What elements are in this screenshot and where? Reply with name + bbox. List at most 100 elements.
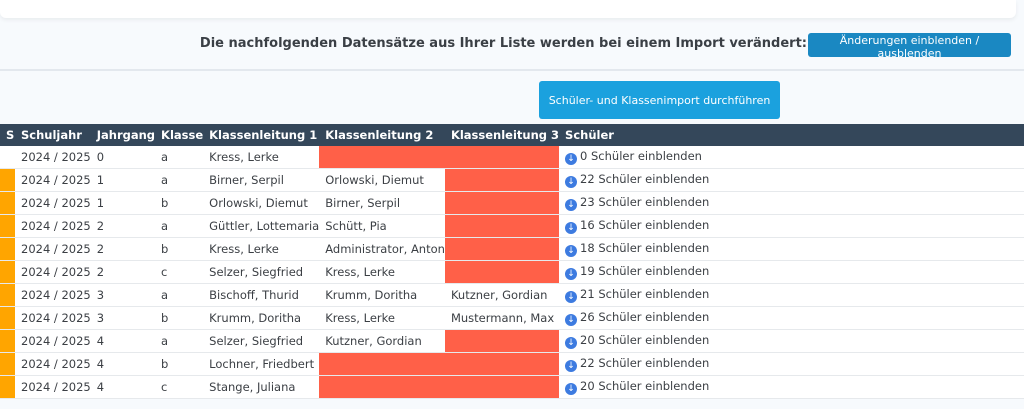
info-bar: [0, 24, 1024, 71]
cell-klasse: b: [155, 237, 204, 261]
cell-kl3: Mustermann, Max: [444, 306, 560, 330]
cell-klasse: c: [155, 375, 204, 399]
cell-kl3: [444, 237, 560, 261]
cell-jahrgang: 3: [90, 283, 156, 307]
cell-kl2: Kutzner, Gordian: [319, 329, 445, 353]
cell-schuljahr: 2024 / 2025: [15, 352, 91, 376]
run-import-button[interactable]: Schüler- und Klassenimport durchführen: [539, 81, 780, 119]
cell-jahrgang: 0: [90, 146, 156, 169]
cell-kl2: Kress, Lerke: [319, 260, 445, 284]
top-card: [0, 0, 1016, 18]
cell-schuljahr: 2024 / 2025: [15, 260, 91, 284]
status-marker: [0, 260, 15, 284]
show-students-link[interactable]: ↓ 18 Schüler einblenden: [559, 237, 1024, 261]
show-students-link[interactable]: ↓ 20 Schüler einblenden: [559, 375, 1024, 399]
arrow-down-circle-icon: ↓: [565, 383, 578, 395]
cell-schuljahr: 2024 / 2025: [15, 214, 91, 238]
cell-kl3: [444, 191, 560, 215]
cell-jahrgang: 4: [90, 329, 156, 353]
table-header: S Schuljahr Jahrgang Klasse Klassenleitu…: [0, 124, 1024, 146]
cell-kl3: [444, 260, 560, 284]
show-students-label: 26 Schüler einblenden: [580, 310, 710, 324]
cell-kl1: Lochner, Friedbert: [203, 352, 320, 376]
cell-klasse: b: [155, 352, 204, 376]
cell-kl1: Orlowski, Diemut: [203, 191, 320, 215]
arrow-down-circle-icon: ↓: [565, 245, 578, 257]
table-row: 2024 / 2025 2 b Kress, Lerke Administrato…: [0, 237, 1024, 261]
cell-klasse: a: [155, 214, 204, 238]
show-students-label: 16 Schüler einblenden: [580, 218, 710, 232]
cell-klasse: a: [155, 146, 204, 169]
cell-kl3: [444, 214, 560, 238]
cell-jahrgang: 1: [90, 168, 156, 192]
table-row: 2024 / 2025 0 a Kress, Lerke ↓ 0 Schüler e…: [0, 146, 1024, 169]
table-row: 2024 / 2025 3 a Bischoff, Thurid Krumm, D…: [0, 283, 1024, 307]
table-row: 2024 / 2025 4 c Stange, Juliana ↓ 20 Schül…: [0, 375, 1024, 399]
status-marker: [0, 283, 15, 307]
show-students-label: 22 Schüler einblenden: [580, 172, 710, 186]
cell-jahrgang: 4: [90, 375, 156, 399]
cell-klasse: a: [155, 329, 204, 353]
info-text: Die nachfolgenden Datensätze aus Ihrer L…: [199, 36, 807, 51]
cell-schuljahr: 2024 / 2025: [15, 168, 91, 192]
status-marker: [0, 146, 15, 169]
cell-schuljahr: 2024 / 2025: [15, 191, 91, 215]
col-kl2: Klassenleitung 2: [319, 124, 445, 146]
toggle-changes-button[interactable]: Änderungen einblenden / ausblenden: [808, 33, 1011, 60]
show-students-link[interactable]: ↓ 0 Schüler einblenden: [559, 146, 1024, 169]
show-students-link[interactable]: ↓ 23 Schüler einblenden: [559, 191, 1024, 215]
cell-kl2: Birner, Serpil: [319, 191, 445, 215]
cell-kl1: Krumm, Doritha: [203, 306, 320, 330]
cell-schuljahr: 2024 / 2025: [15, 283, 91, 307]
table-row: 2024 / 2025 4 b Lochner, Friedbert ↓ 22 Sc…: [0, 352, 1024, 376]
cell-jahrgang: 2: [90, 214, 156, 238]
cell-schuljahr: 2024 / 2025: [15, 146, 91, 169]
show-students-link[interactable]: ↓ 26 Schüler einblenden: [559, 306, 1024, 330]
status-marker: [0, 306, 15, 330]
cell-kl1: Selzer, Siegfried: [203, 329, 320, 353]
cell-kl1: Birner, Serpil: [203, 168, 320, 192]
cell-klasse: c: [155, 260, 204, 284]
show-students-link[interactable]: ↓ 20 Schüler einblenden: [559, 329, 1024, 353]
cell-kl3: Kutzner, Gordian: [444, 283, 560, 307]
arrow-down-circle-icon: ↓: [565, 360, 578, 372]
arrow-down-circle-icon: ↓: [565, 153, 578, 165]
col-schuljahr: Schuljahr: [15, 124, 91, 146]
show-students-link[interactable]: ↓ 22 Schüler einblenden: [559, 168, 1024, 192]
show-students-link[interactable]: ↓ 21 Schüler einblenden: [559, 283, 1024, 307]
cell-klasse: a: [155, 168, 204, 192]
show-students-label: 21 Schüler einblenden: [580, 287, 710, 301]
table-row: 2024 / 2025 3 b Krumm, Doritha Kress, Ler…: [0, 306, 1024, 330]
status-marker: [0, 191, 15, 215]
table-row: 2024 / 2025 1 b Orlowski, Diemut Birner, …: [0, 191, 1024, 215]
col-jahrgang: Jahrgang: [90, 124, 156, 146]
cell-kl1: Selzer, Siegfried: [203, 260, 320, 284]
cell-kl2: Krumm, Doritha: [319, 283, 445, 307]
import-table: S Schuljahr Jahrgang Klasse Klassenleitu…: [0, 124, 1024, 399]
cell-kl3: [444, 168, 560, 192]
cell-kl1: Kress, Lerke: [203, 237, 320, 261]
status-marker: [0, 214, 15, 238]
arrow-down-circle-icon: ↓: [565, 268, 578, 280]
cell-jahrgang: 4: [90, 352, 156, 376]
cell-schuljahr: 2024 / 2025: [15, 306, 91, 330]
cell-kl2: Orlowski, Diemut: [319, 168, 445, 192]
show-students-label: 18 Schüler einblenden: [580, 241, 710, 255]
cell-kl2: Kress, Lerke: [319, 306, 445, 330]
arrow-down-circle-icon: ↓: [565, 314, 578, 326]
show-students-link[interactable]: ↓ 19 Schüler einblenden: [559, 260, 1024, 284]
col-klasse: Klasse: [155, 124, 204, 146]
table-row: 2024 / 2025 2 c Selzer, Siegfried Kress, …: [0, 260, 1024, 284]
cell-kl3: [444, 329, 560, 353]
col-kl1: Klassenleitung 1: [203, 124, 320, 146]
status-marker: [0, 168, 15, 192]
cell-klasse: b: [155, 191, 204, 215]
cell-jahrgang: 2: [90, 237, 156, 261]
show-students-label: 23 Schüler einblenden: [580, 195, 710, 209]
cell-kl1: Güttler, Lottemaria: [203, 214, 320, 238]
show-students-link[interactable]: ↓ 16 Schüler einblenden: [559, 214, 1024, 238]
arrow-down-circle-icon: ↓: [565, 222, 578, 234]
status-marker: [0, 352, 15, 376]
show-students-link[interactable]: ↓ 22 Schüler einblenden: [559, 352, 1024, 376]
table-row: 2024 / 2025 4 a Selzer, Siegfried Kutzner…: [0, 329, 1024, 353]
